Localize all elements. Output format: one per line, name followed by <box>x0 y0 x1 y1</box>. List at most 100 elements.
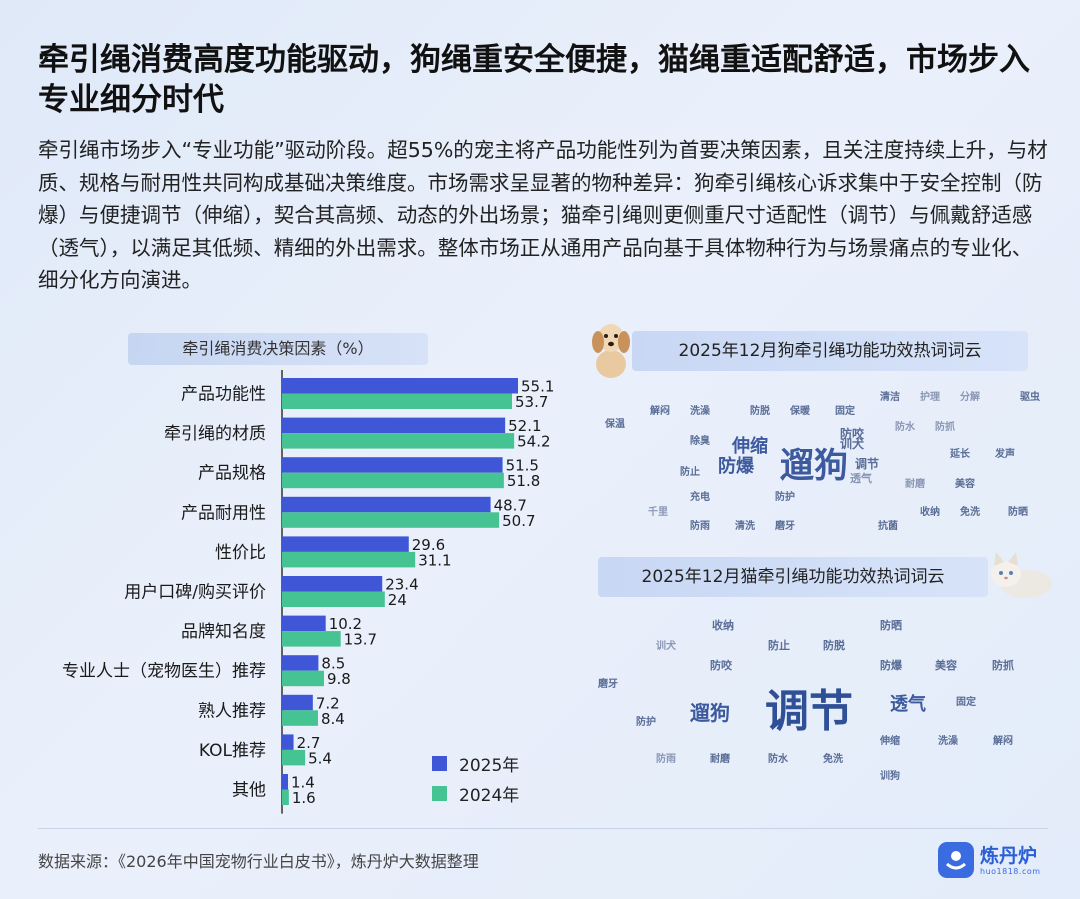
category-label: 产品功能性 <box>181 385 266 405</box>
legend-label-2025: 2025年 <box>459 755 520 776</box>
cloud-word: 洗澡 <box>690 406 710 417</box>
chart-title: 牵引绳消费决策因素（%） <box>128 333 428 365</box>
cloud-word: 清洁 <box>880 392 900 403</box>
legend-swatch-2025 <box>432 755 447 771</box>
cloud-word: 防咬 <box>840 427 865 441</box>
cloud-word: 防脱 <box>750 406 770 417</box>
cloud-word: 防爆 <box>880 659 902 672</box>
category-label: 专业人士（宠物医生）推荐 <box>62 662 266 682</box>
page-title: 牵引绳消费高度功能驱动，狗绳重安全便捷，猫绳重适配舒适，市场步入专业细分时代 <box>38 42 1030 118</box>
category-label: KOL推荐 <box>199 741 266 761</box>
logo-url: huo1818.com <box>980 866 1041 876</box>
page-description: 牵引绳市场步入“专业功能”驱动阶段。超55%的宠主将产品功能性列为首要决策因素，… <box>38 138 1048 292</box>
category-label: 产品耐用性 <box>181 503 266 523</box>
legend-item-2025: 2025年 <box>432 748 519 778</box>
cloud-word: 防抓 <box>992 659 1014 672</box>
cloud-word: 防雨 <box>690 521 710 532</box>
cloud-word: 解闷 <box>993 736 1013 747</box>
bar-2025 <box>282 615 326 632</box>
bar-2024 <box>282 551 416 568</box>
cloud-word: 除臭 <box>690 436 710 447</box>
cloud-word: 美容 <box>955 479 975 490</box>
cloud-word: 训狗 <box>880 771 900 782</box>
cloud-word: 防止 <box>768 639 790 652</box>
bar-value-label: 10.2 <box>329 615 362 633</box>
category-label: 性价比 <box>215 543 266 563</box>
bar-2025 <box>282 655 319 671</box>
category-label: 品牌知名度 <box>181 622 266 642</box>
legend-swatch-2024 <box>432 785 447 801</box>
category-label: 熟人推荐 <box>198 700 266 721</box>
bar-value-label: 13.7 <box>344 631 377 649</box>
bar-2025 <box>282 496 491 513</box>
legend-label-2024: 2024年 <box>459 785 520 806</box>
cloud-word: 保暖 <box>790 406 810 417</box>
cloud-word: 耐磨 <box>905 479 925 490</box>
cloud-word: 洗澡 <box>938 736 958 747</box>
bar-value-label: 31.1 <box>418 551 451 569</box>
cat-cloud-title: 2025年12月猫牵引绳功能功效热词词云 <box>598 557 988 597</box>
bar-value-label: 54.2 <box>517 433 550 451</box>
category-label: 其他 <box>232 781 266 801</box>
cloud-word: 防止 <box>680 467 700 478</box>
cloud-word: 防晒 <box>1008 507 1028 518</box>
dog-word-cloud: 遛狗 伸缩 防爆 训犬 调节 防咬 透气 清洁 护理 分解 驱虫 解闷 洗澡 防脱 保暖 固定 保温 防水 除臭 防抓… <box>590 380 1050 532</box>
cloud-word: 透气 <box>850 472 872 485</box>
category-label: 产品规格 <box>198 464 266 484</box>
cloud-word: 美容 <box>935 659 957 672</box>
cloud-word: 延长 <box>950 449 970 460</box>
bar-2024 <box>282 393 513 409</box>
legend-item-2024: 2024年 <box>432 778 519 808</box>
bar-value-label: 55.1 <box>521 378 554 396</box>
bar-2025 <box>282 576 383 592</box>
cloud-word: 解闷 <box>650 406 670 417</box>
cloud-word: 磨牙 <box>775 521 795 532</box>
cloud-word: 磨牙 <box>598 679 618 690</box>
bar-2025 <box>282 694 313 711</box>
cloud-word: 防抓 <box>935 422 955 433</box>
bar-value-label: 23.4 <box>385 576 418 594</box>
cloud-word: 防晒 <box>880 619 902 632</box>
bar-value-label: 53.7 <box>515 393 548 411</box>
cloud-word: 充电 <box>690 492 710 503</box>
bar-value-label: 48.7 <box>494 496 527 514</box>
bar-2025 <box>282 774 288 790</box>
cloud-word: 收纳 <box>920 507 940 518</box>
cloud-word: 固定 <box>835 406 855 417</box>
logo-badge-icon <box>938 842 974 878</box>
bar-2024 <box>282 433 515 449</box>
data-source: 数据来源：《2026年中国宠物行业白皮书》，炼丹炉大数据整理 <box>38 852 479 871</box>
bar-value-label: 1.4 <box>291 774 315 792</box>
cloud-word: 护理 <box>920 392 940 403</box>
bar-value-label: 51.8 <box>507 472 540 490</box>
cloud-word: 抗菌 <box>878 521 898 532</box>
cloud-word: 伸缩 <box>880 736 900 747</box>
bar-value-label: 8.5 <box>321 655 345 673</box>
footer-divider <box>38 828 1048 829</box>
bar-2024 <box>282 710 318 726</box>
category-label: 用户口碑/购买评价 <box>124 583 266 603</box>
bar-2024 <box>282 631 341 647</box>
cat-icon <box>991 552 1052 598</box>
cloud-word: 训犬 <box>656 641 676 652</box>
bar-2025 <box>282 536 409 552</box>
logo-name: 炼丹炉 <box>980 844 1038 867</box>
cloud-word: 防爆 <box>718 456 754 477</box>
bar-2024 <box>282 670 324 687</box>
bar-value-label: 2.7 <box>297 734 321 752</box>
cloud-word: 遛狗 <box>780 446 848 486</box>
cloud-word: 遛狗 <box>690 701 730 725</box>
chart-legend: 2025年 2024年 <box>432 748 519 808</box>
cloud-word: 调节 <box>855 457 880 471</box>
cloud-word: 训犬 <box>840 437 865 451</box>
cloud-word: 收纳 <box>712 619 734 632</box>
cloud-word: 发声 <box>995 449 1015 460</box>
cloud-word: 伸缩 <box>732 436 768 457</box>
cloud-word: 透气 <box>890 694 926 715</box>
bar-2025 <box>282 378 518 394</box>
cloud-word: 防护 <box>775 492 795 503</box>
cloud-word: 清洗 <box>735 521 755 532</box>
cloud-word: 防脱 <box>823 639 845 652</box>
bar-value-label: 51.5 <box>506 457 539 475</box>
bar-value-label: 29.6 <box>412 536 445 554</box>
